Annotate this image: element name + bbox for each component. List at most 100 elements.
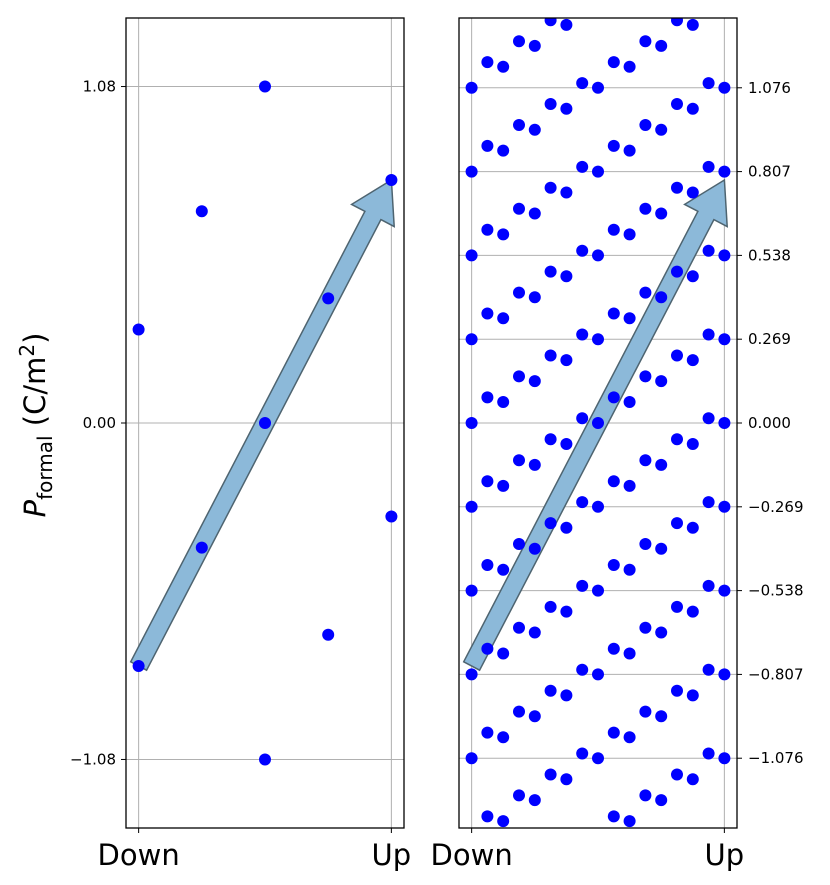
right-data-point (702, 244, 715, 257)
right-data-point (497, 563, 510, 576)
y-axis-label: Pformal (C/m2) (15, 333, 57, 518)
right-data-point (639, 454, 652, 467)
left-ytick-label: −1.08 (70, 750, 116, 768)
right-data-point (528, 123, 541, 136)
right-data-point (576, 663, 589, 676)
right-data-point (702, 663, 715, 676)
right-data-point (528, 375, 541, 388)
right-data-point (671, 768, 683, 781)
right-data-point (607, 559, 620, 571)
right-data-point (481, 726, 494, 739)
right-data-point (497, 647, 510, 660)
left-data-point (132, 660, 145, 672)
right-data-point (544, 349, 557, 362)
right-data-point (639, 705, 652, 718)
right-data-point (497, 731, 510, 744)
right-data-point (497, 815, 510, 828)
right-data-point (576, 244, 589, 257)
right-data-point (639, 370, 652, 383)
right-data-point (686, 773, 699, 786)
left-panel: −1.08 0.00 1.08 Down Up (70, 17, 412, 872)
left-plot-area (126, 18, 404, 828)
right-data-point (655, 291, 668, 304)
right-data-point (623, 144, 636, 157)
right-data-point (481, 56, 494, 69)
right-data-point (465, 752, 478, 765)
right-data-point (560, 689, 573, 702)
right-data-point (528, 39, 541, 52)
right-data-point (576, 160, 589, 173)
right-data-point (607, 307, 620, 320)
right-data-point (592, 0, 604, 10)
left-data-point (195, 205, 208, 218)
right-data-point (655, 123, 668, 136)
right-plot-area (459, 0, 737, 828)
right-data-point (623, 647, 636, 660)
right-data-point (718, 500, 731, 513)
right-data-point (481, 475, 494, 488)
right-data-point (560, 438, 573, 450)
right-ytick-label: 0.538 (748, 246, 791, 264)
right-data-point (718, 584, 731, 597)
right-data-point (481, 223, 494, 236)
right-data-point (560, 270, 573, 283)
right-ytick-label: −0.538 (748, 582, 804, 600)
right-data-point (544, 265, 557, 278)
right-data-point (592, 165, 604, 178)
right-data-point (592, 584, 604, 597)
right-data-point (544, 684, 557, 697)
right-data-point (528, 207, 541, 220)
y-axis-label-unit-open: (C/m (18, 357, 52, 436)
right-ytick-label: −1.076 (748, 749, 804, 767)
right-data-point (671, 349, 683, 362)
right-data-point (686, 354, 699, 367)
left-data-point (322, 292, 335, 305)
right-data-point (465, 417, 478, 429)
right-data-point (702, 77, 715, 90)
right-data-point (465, 249, 478, 262)
right-data-point (671, 433, 683, 446)
left-data-point (195, 541, 208, 554)
left-data-point (322, 628, 335, 641)
right-data-point (623, 815, 636, 828)
right-data-point (513, 202, 525, 215)
right-data-point (592, 417, 604, 429)
right-data-point (560, 354, 573, 367)
right-data-point (702, 412, 715, 425)
right-data-point (592, 249, 604, 262)
left-ytick-label: 0.00 (83, 414, 116, 432)
right-data-point (671, 98, 683, 110)
right-data-point (623, 731, 636, 744)
right-data-point (607, 391, 620, 404)
left-data-point (132, 323, 145, 336)
left-data-point (259, 80, 271, 93)
right-data-point (465, 500, 478, 513)
right-data-point (702, 496, 715, 509)
right-data-point (481, 559, 494, 571)
right-data-point (528, 291, 541, 304)
right-data-point (544, 18, 557, 27)
right-ytick-label: 0.000 (748, 414, 791, 432)
right-data-point (481, 642, 494, 655)
right-data-point (544, 600, 557, 613)
right-data-point (528, 626, 541, 639)
right-data-point (576, 328, 589, 341)
right-data-point (702, 160, 715, 173)
right-data-point (702, 328, 715, 341)
right-data-point (592, 333, 604, 346)
left-xtick-label-up: Up (372, 838, 412, 872)
right-panel: −1.076 −0.807 −0.538 −0.269 0.000 0.269 0.538 0… (431, 0, 804, 872)
right-data-point (513, 621, 525, 634)
right-data-point (528, 458, 541, 471)
right-data-point (671, 517, 683, 530)
right-data-point (686, 186, 699, 199)
right-data-point (560, 773, 573, 786)
right-data-point (718, 417, 731, 429)
right-data-point (544, 433, 557, 446)
right-data-point (686, 521, 699, 534)
right-data-point (623, 228, 636, 241)
right-data-point (671, 600, 683, 613)
right-data-point (513, 370, 525, 383)
right-data-point (655, 794, 668, 807)
right-data-point (671, 265, 683, 278)
